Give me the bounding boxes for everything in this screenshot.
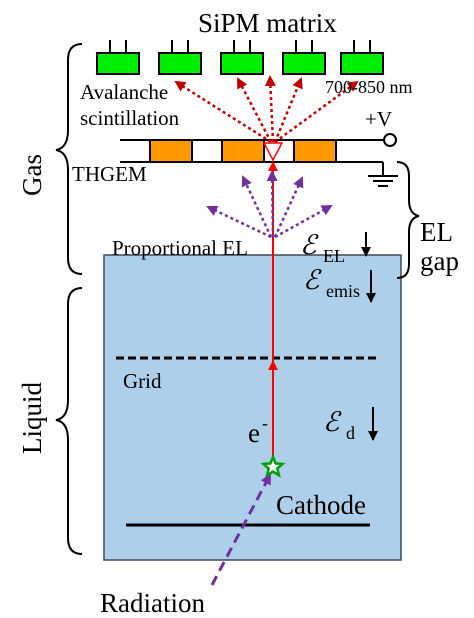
sipm-pixel xyxy=(340,40,384,75)
thgem-plate xyxy=(120,139,383,163)
thgem-label: THGEM xyxy=(72,162,147,186)
svg-text:ℰ: ℰ xyxy=(323,407,342,437)
el-label: EL xyxy=(420,217,453,247)
gap-label: gap xyxy=(420,246,459,276)
svg-text:emis: emis xyxy=(326,281,360,301)
svg-text:EL: EL xyxy=(323,246,345,266)
field-arrows xyxy=(361,232,378,441)
sipm-pixel xyxy=(282,40,326,75)
electron-label: e - xyxy=(248,413,268,448)
wavelength-label: 700-850 nm xyxy=(325,77,413,97)
el-gap-brace xyxy=(396,161,420,279)
sipm-pixel xyxy=(96,40,140,75)
field-emis-label: ℰ emis xyxy=(303,265,360,301)
sipm-pixel xyxy=(158,40,202,75)
avalanche-cone xyxy=(262,142,284,162)
interaction-star-icon xyxy=(260,453,286,478)
svg-text:ℰ: ℰ xyxy=(303,265,322,295)
sipm-matrix-label: SiPM matrix xyxy=(198,8,337,38)
svg-text:e: e xyxy=(248,418,260,448)
radiation-label: Radiation xyxy=(100,588,205,618)
radiation-track xyxy=(210,473,272,586)
voltage-terminal xyxy=(383,133,397,147)
proportional-el-label: Proportional EL xyxy=(112,236,248,260)
avalanche-scintillation-arrows xyxy=(174,75,359,144)
scintillation-label: scintillation xyxy=(80,106,180,130)
sipm-pixel xyxy=(220,40,264,75)
proportional-el-arrows xyxy=(206,170,333,239)
avalanche-label: Avalanche xyxy=(80,80,168,104)
ground-icon xyxy=(368,162,398,187)
svg-text:ℰ: ℰ xyxy=(300,230,319,260)
field-el-label: ℰ EL xyxy=(300,230,345,266)
voltage-label: +V xyxy=(365,107,392,131)
grid-label: Grid xyxy=(123,369,162,393)
field-d-label: ℰ d xyxy=(323,407,355,443)
cathode-label: Cathode xyxy=(276,490,366,520)
sipm-matrix xyxy=(96,40,384,75)
gas-label: Gas xyxy=(17,154,47,196)
liquid-brace xyxy=(55,287,83,555)
liquid-label: Liquid xyxy=(17,382,47,454)
gas-brace xyxy=(55,43,83,275)
svg-text:-: - xyxy=(262,413,268,433)
svg-text:d: d xyxy=(346,423,355,443)
